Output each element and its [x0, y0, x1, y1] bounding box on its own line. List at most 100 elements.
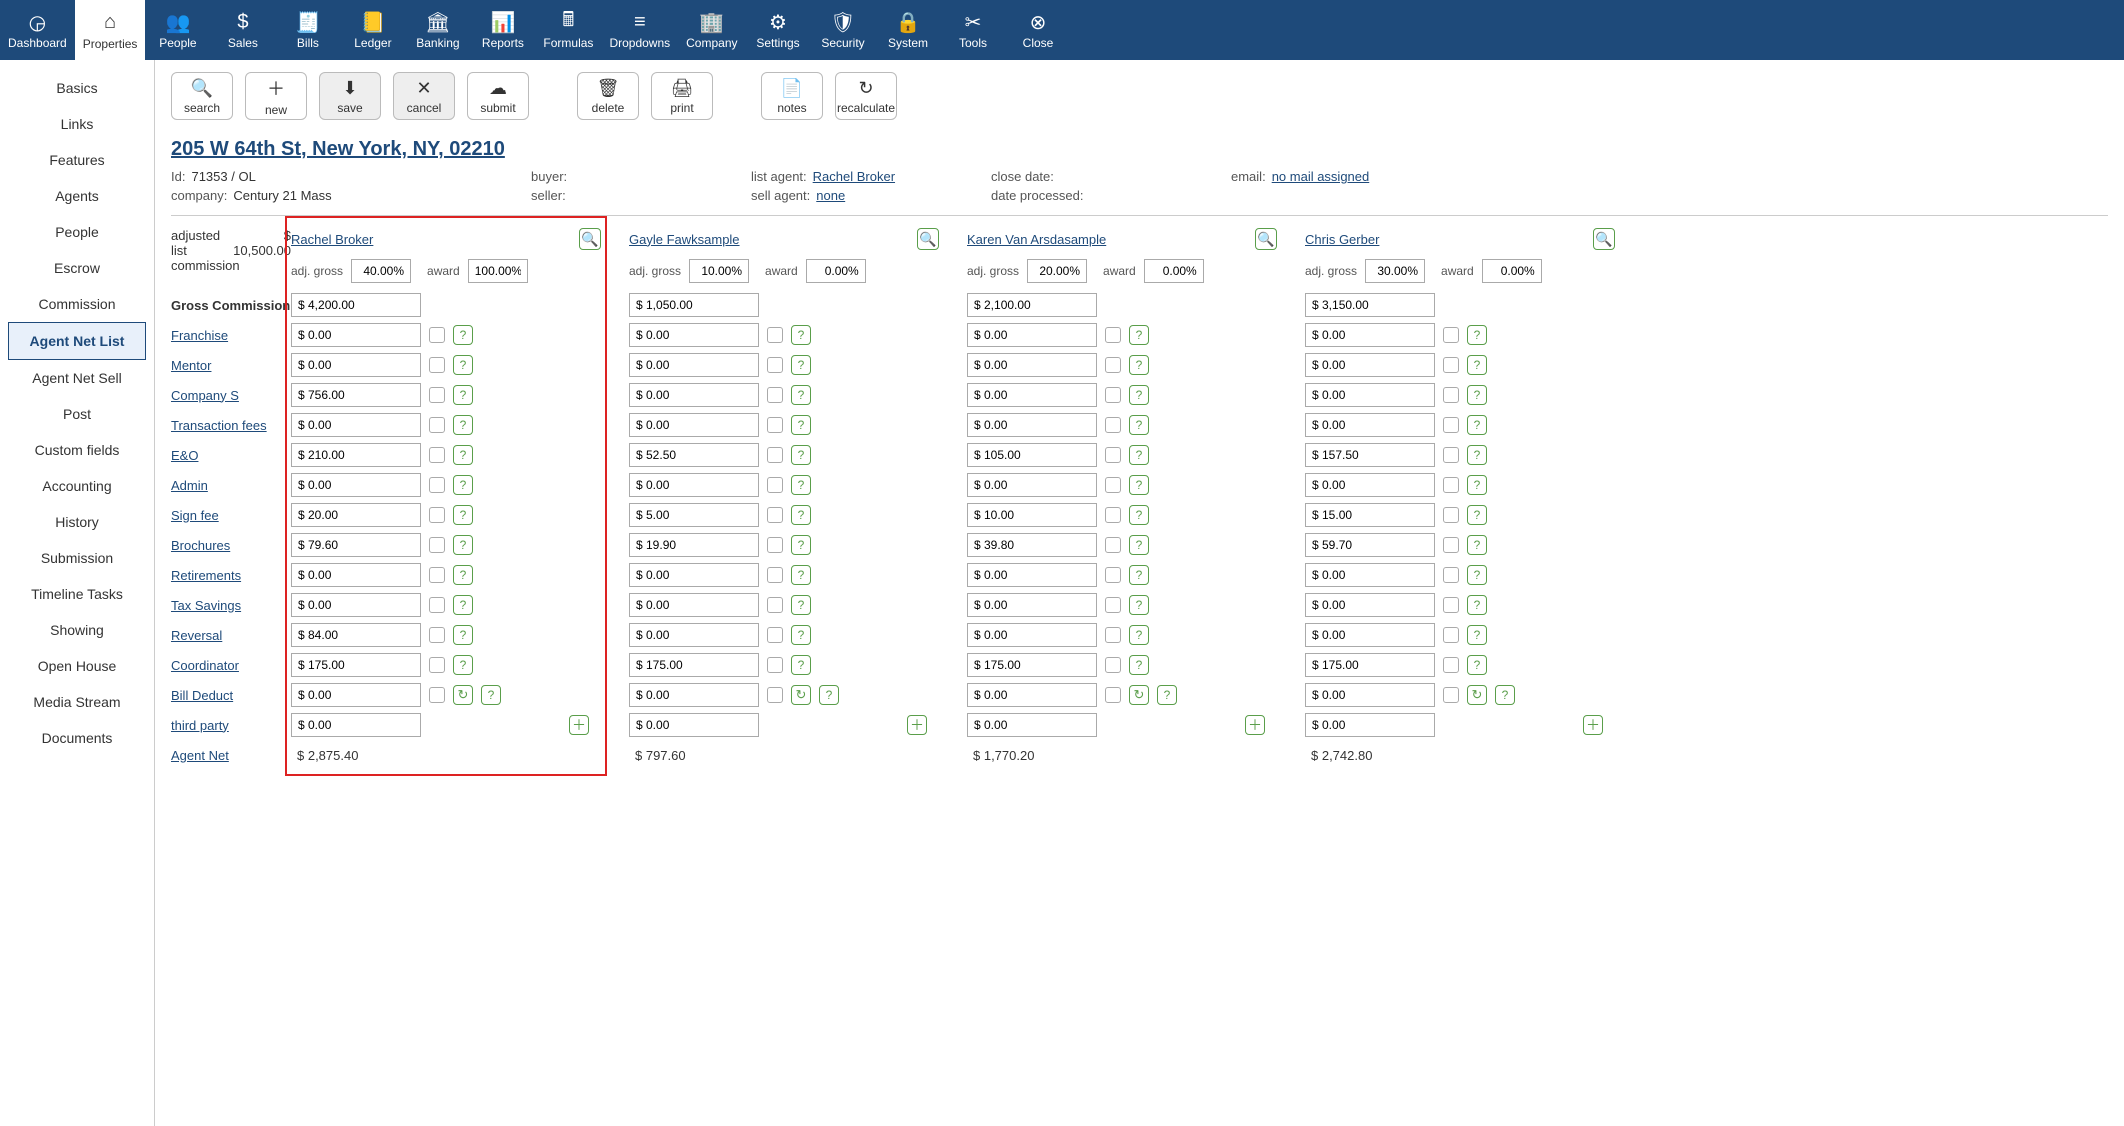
input-mentor[interactable] [1305, 353, 1435, 377]
checkbox-brochures[interactable] [429, 537, 445, 553]
help-icon[interactable]: ? [1129, 385, 1149, 405]
checkbox-coordinator[interactable] [429, 657, 445, 673]
help-icon[interactable]: ? [791, 355, 811, 375]
input-brochures[interactable] [1305, 533, 1435, 557]
row-link-coordinator[interactable]: Coordinator [171, 658, 239, 673]
checkbox-coordinator[interactable] [767, 657, 783, 673]
checkbox-bill_deduct[interactable] [767, 687, 783, 703]
checkbox-brochures[interactable] [1105, 537, 1121, 553]
sidebar-item-links[interactable]: Links [0, 106, 154, 142]
sidebar-item-basics[interactable]: Basics [0, 70, 154, 106]
help-icon[interactable]: ? [453, 415, 473, 435]
input-eo[interactable] [967, 443, 1097, 467]
nav-company[interactable]: 🏢Company [678, 0, 745, 60]
input-franchise[interactable] [967, 323, 1097, 347]
input-admin[interactable] [291, 473, 421, 497]
help-icon[interactable]: ? [791, 625, 811, 645]
checkbox-reversal[interactable] [1443, 627, 1459, 643]
nav-formulas[interactable]: 🖩Formulas [535, 0, 601, 60]
checkbox-coordinator[interactable] [1443, 657, 1459, 673]
input-gross[interactable] [629, 293, 759, 317]
checkbox-retirements[interactable] [1443, 567, 1459, 583]
row-label-mentor[interactable]: Mentor [171, 350, 291, 380]
row-link-third_party[interactable]: third party [171, 718, 229, 733]
input-reversal[interactable] [291, 623, 421, 647]
checkbox-franchise[interactable] [1105, 327, 1121, 343]
help-icon[interactable]: ? [1129, 475, 1149, 495]
input-franchise[interactable] [291, 323, 421, 347]
cancel-button[interactable]: ✕cancel [393, 72, 455, 120]
row-link-txn_fees[interactable]: Transaction fees [171, 418, 267, 433]
help-icon[interactable]: ? [1129, 355, 1149, 375]
sell-agent-link[interactable]: none [816, 188, 845, 203]
row-link-reversal[interactable]: Reversal [171, 628, 222, 643]
help-icon[interactable]: ? [1129, 655, 1149, 675]
help-icon[interactable]: ? [453, 595, 473, 615]
nav-tools[interactable]: ✂Tools [941, 0, 1006, 60]
row-label-txn_fees[interactable]: Transaction fees [171, 410, 291, 440]
nav-settings[interactable]: ⚙Settings [746, 0, 811, 60]
sidebar-item-commission[interactable]: Commission [0, 286, 154, 322]
sidebar-item-submission[interactable]: Submission [0, 540, 154, 576]
checkbox-mentor[interactable] [429, 357, 445, 373]
checkbox-sign_fee[interactable] [429, 507, 445, 523]
checkbox-admin[interactable] [1105, 477, 1121, 493]
sidebar-item-showing[interactable]: Showing [0, 612, 154, 648]
row-label-eo[interactable]: E&O [171, 440, 291, 470]
search-button[interactable]: 🔍search [171, 72, 233, 120]
help-icon[interactable]: ? [791, 565, 811, 585]
help-icon[interactable]: ? [1495, 685, 1515, 705]
help-icon[interactable]: ? [1467, 595, 1487, 615]
input-gross[interactable] [291, 293, 421, 317]
sidebar-item-history[interactable]: History [0, 504, 154, 540]
input-company_s[interactable] [629, 383, 759, 407]
sidebar-item-agent-net-list[interactable]: Agent Net List [8, 322, 146, 360]
nav-dropdowns[interactable]: ≡Dropdowns [601, 0, 678, 60]
checkbox-txn_fees[interactable] [1105, 417, 1121, 433]
sidebar-item-features[interactable]: Features [0, 142, 154, 178]
row-link-bill_deduct[interactable]: Bill Deduct [171, 688, 233, 703]
input-coordinator[interactable] [967, 653, 1097, 677]
row-label-coordinator[interactable]: Coordinator [171, 650, 291, 680]
row-label-sign_fee[interactable]: Sign fee [171, 500, 291, 530]
help-icon[interactable]: ? [453, 655, 473, 675]
checkbox-mentor[interactable] [1443, 357, 1459, 373]
input-coordinator[interactable] [629, 653, 759, 677]
help-icon[interactable]: ? [1129, 505, 1149, 525]
sidebar-item-agent-net-sell[interactable]: Agent Net Sell [0, 360, 154, 396]
sidebar-item-documents[interactable]: Documents [0, 720, 154, 756]
help-icon[interactable]: ? [453, 385, 473, 405]
input-tax_savings[interactable] [291, 593, 421, 617]
input-admin[interactable] [1305, 473, 1435, 497]
row-label-admin[interactable]: Admin [171, 470, 291, 500]
checkbox-franchise[interactable] [767, 327, 783, 343]
checkbox-tax_savings[interactable] [1105, 597, 1121, 613]
sidebar-item-custom-fields[interactable]: Custom fields [0, 432, 154, 468]
sidebar-item-accounting[interactable]: Accounting [0, 468, 154, 504]
add-icon[interactable]: ＋ [907, 715, 927, 735]
checkbox-sign_fee[interactable] [1443, 507, 1459, 523]
input-gross[interactable] [1305, 293, 1435, 317]
agent-search-icon[interactable]: 🔍 [917, 228, 939, 250]
input-gross[interactable] [967, 293, 1097, 317]
help-icon[interactable]: ? [1467, 655, 1487, 675]
agent-name-link[interactable]: Gayle Fawksample [629, 232, 740, 247]
input-mentor[interactable] [291, 353, 421, 377]
nav-people[interactable]: 👥People [145, 0, 210, 60]
sidebar-item-timeline-tasks[interactable]: Timeline Tasks [0, 576, 154, 612]
checkbox-tax_savings[interactable] [767, 597, 783, 613]
agent-name-link[interactable]: Chris Gerber [1305, 232, 1379, 247]
help-icon[interactable]: ? [1467, 385, 1487, 405]
add-icon[interactable]: ＋ [1245, 715, 1265, 735]
help-icon[interactable]: ? [1129, 415, 1149, 435]
input-third_party[interactable] [629, 713, 759, 737]
help-icon[interactable]: ? [1467, 415, 1487, 435]
agent-search-icon[interactable]: 🔍 [1593, 228, 1615, 250]
agent-search-icon[interactable]: 🔍 [1255, 228, 1277, 250]
input-mentor[interactable] [967, 353, 1097, 377]
checkbox-mentor[interactable] [767, 357, 783, 373]
help-icon[interactable]: ? [453, 355, 473, 375]
input-franchise[interactable] [629, 323, 759, 347]
input-third_party[interactable] [291, 713, 421, 737]
input-tax_savings[interactable] [967, 593, 1097, 617]
